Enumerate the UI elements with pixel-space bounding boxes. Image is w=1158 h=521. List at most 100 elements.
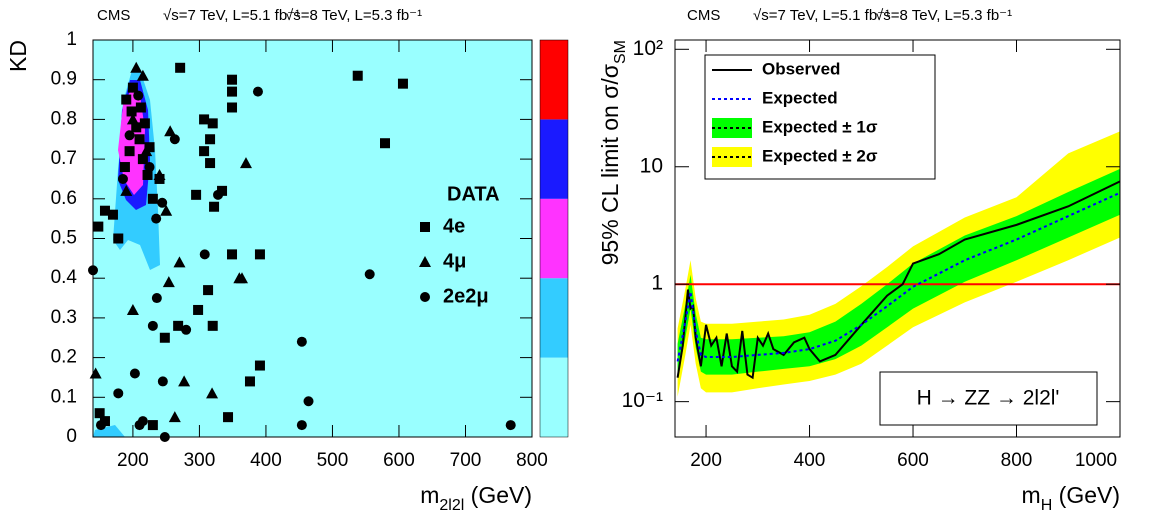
x-tick-label: 700	[450, 450, 482, 471]
marker-triangle	[162, 276, 175, 288]
colorbar-frame	[539, 39, 569, 438]
marker-square	[227, 86, 238, 97]
marker-circle	[364, 269, 375, 280]
marker-square	[193, 304, 204, 315]
x-axis-label-part: H	[1041, 497, 1053, 514]
marker-circle	[169, 134, 180, 145]
marker-square	[244, 376, 255, 387]
marker-square	[144, 142, 155, 153]
y-tick-label: 10	[640, 154, 663, 177]
x-axis-label-part: m	[420, 482, 439, 508]
colorbar-segment	[540, 198, 568, 279]
marker-triangle	[120, 184, 133, 196]
x-tick-label: 400	[250, 450, 282, 471]
band	[677, 168, 1120, 378]
marker-square	[126, 106, 137, 117]
marker-circle	[133, 90, 144, 101]
marker-square	[175, 62, 186, 73]
legend-label: 2e2μ	[443, 285, 489, 307]
x-axis-label-part: m	[1022, 482, 1041, 508]
marker-square	[199, 146, 210, 157]
marker-square	[135, 102, 146, 113]
y-tick-label: 0.7	[51, 148, 77, 169]
header-text: CMS	[687, 7, 720, 24]
left-plot: 0 0.1 0.2 0.3 0.4 0.5 0.6 0.7 0.8 0.9 1 200 300 400 50…	[5, 7, 569, 514]
marker-square	[207, 118, 218, 129]
x-tick-label: 200	[117, 450, 149, 471]
colorbar-segment	[540, 40, 568, 120]
marker-triangle	[178, 375, 191, 387]
marker-circle	[157, 376, 168, 387]
marker-triangle	[130, 61, 143, 73]
plot-frame	[92, 39, 533, 438]
observed-line	[676, 180, 1120, 380]
marker-triangle	[126, 303, 139, 315]
x-tick-label: 400	[794, 450, 826, 471]
x-tick-label: 1000	[1075, 450, 1117, 471]
y-tick-label: 0	[66, 426, 77, 447]
x-tick-label: 600	[383, 450, 415, 471]
colorbar-segment	[540, 357, 568, 437]
y-tick-label: 0.9	[51, 69, 77, 90]
marker-circle	[129, 368, 140, 379]
marker-triangle	[233, 272, 246, 284]
legend-label: Expected ± 2σ	[762, 146, 878, 165]
marker-square	[380, 138, 391, 149]
marker-square	[205, 158, 216, 169]
legend-label: 4μ	[443, 250, 466, 272]
marker-square	[127, 82, 138, 93]
marker-triangle	[206, 387, 219, 399]
signal-density	[93, 425, 125, 437]
legend-label: Expected	[762, 88, 838, 107]
marker-circle	[296, 420, 307, 431]
y-tick-label: 0.2	[51, 347, 77, 368]
marker-square	[119, 162, 130, 173]
header-text: √s=8 TeV, L=5.3 fb⁻¹	[285, 7, 422, 24]
annotation-box	[879, 371, 1098, 426]
colorbar-segment	[540, 278, 568, 358]
header-text: CMS	[97, 7, 130, 24]
y-tick-label: 0.8	[51, 108, 77, 129]
marker-square	[223, 412, 234, 423]
legend-title: DATA	[447, 183, 500, 205]
marker-square	[131, 122, 142, 133]
y-tick-label: 0.5	[51, 228, 77, 249]
y-tick-label: 0.6	[51, 188, 77, 209]
marker-circle	[147, 320, 158, 331]
marker-triangle	[136, 69, 149, 81]
marker-circle	[213, 189, 224, 200]
marker-circle	[137, 416, 148, 427]
header-text: √s=7 TeV, L=5.1 fb⁻¹	[753, 7, 890, 24]
marker-triangle	[160, 204, 173, 216]
marker-circle	[252, 86, 263, 97]
marker-square	[99, 416, 110, 427]
marker-circle	[113, 388, 124, 399]
marker-circle	[296, 336, 307, 347]
marker-triangle	[164, 125, 177, 137]
x-tick-label: 600	[897, 450, 929, 471]
marker-triangle	[419, 256, 431, 267]
marker-square	[254, 360, 265, 371]
y-tick-label: 10²	[633, 37, 663, 60]
marker-triangle	[239, 157, 252, 169]
marker-square	[254, 249, 265, 260]
x-tick-label: 800	[516, 450, 548, 471]
marker-square	[227, 102, 238, 113]
marker-square	[139, 118, 150, 129]
marker-square	[420, 222, 430, 232]
header-text: √s=8 TeV, L=5.3 fb⁻¹	[875, 7, 1012, 24]
marker-circle	[303, 396, 314, 407]
x-tick-label: 200	[690, 450, 722, 471]
x-axis-label-part: (GeV)	[464, 482, 532, 508]
marker-square	[173, 320, 184, 331]
marker-square	[147, 193, 158, 204]
marker-square	[142, 169, 153, 180]
marker-square	[93, 221, 104, 232]
marker-circle	[151, 213, 162, 224]
y-tick-label: 0.4	[51, 267, 78, 288]
band	[677, 131, 1120, 397]
marker-circle	[157, 197, 168, 208]
y-tick-label: 0.1	[51, 386, 77, 407]
y-axis-label-part: SM	[612, 40, 629, 64]
